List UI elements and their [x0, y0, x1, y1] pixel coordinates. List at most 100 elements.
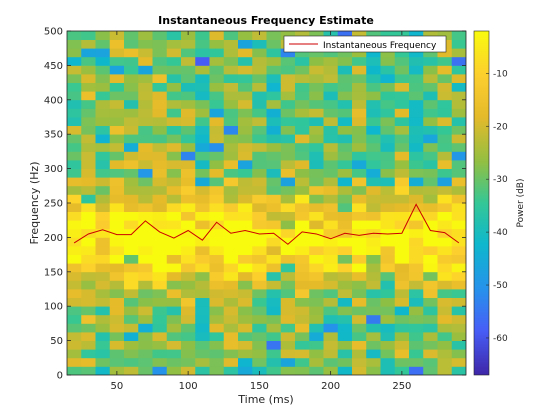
heatmap-cell — [95, 108, 111, 118]
heatmap-cell — [67, 160, 82, 169]
heatmap-cell — [337, 306, 353, 316]
heatmap-cell — [337, 203, 353, 212]
heatmap-cell — [67, 314, 82, 324]
heatmap-cell — [209, 48, 225, 58]
heatmap-cell — [323, 246, 339, 255]
heatmap-cell — [209, 280, 225, 290]
heatmap-cell — [451, 91, 466, 101]
heatmap-cell — [152, 332, 168, 341]
heatmap-cell — [366, 194, 381, 204]
heatmap-cell — [352, 349, 367, 359]
heatmap-cell — [380, 271, 396, 281]
heatmap-cell — [138, 48, 153, 58]
heatmap-cell — [394, 211, 410, 221]
heatmap-cell — [252, 289, 267, 298]
heatmap-cell — [223, 271, 239, 281]
heatmap-cell — [81, 151, 96, 161]
heatmap-cell — [409, 56, 424, 66]
heatmap-cell — [394, 220, 410, 230]
heatmap-cell — [380, 125, 396, 135]
heatmap-cell — [266, 314, 282, 324]
heatmap-cell — [451, 56, 466, 66]
heatmap-cell — [323, 82, 339, 92]
heatmap-cell — [309, 366, 324, 375]
heatmap-cell — [366, 168, 381, 178]
heatmap-cell — [295, 220, 310, 230]
heatmap-cell — [152, 357, 168, 367]
heatmap-cell — [266, 177, 282, 187]
heatmap-cell — [337, 125, 353, 135]
heatmap-cell — [295, 151, 310, 161]
y-tick-label: 300 — [44, 164, 63, 175]
heatmap-cell — [309, 82, 324, 92]
heatmap-cell — [437, 366, 453, 375]
heatmap-cell — [394, 177, 410, 187]
heatmap-cell — [423, 246, 438, 255]
heatmap-cell — [309, 91, 324, 101]
heatmap-cell — [124, 228, 139, 238]
heatmap-cell — [124, 177, 139, 187]
heatmap-cell — [437, 246, 453, 255]
heatmap-cell — [152, 289, 168, 298]
heatmap-cell — [352, 280, 367, 290]
heatmap-cell — [266, 254, 282, 264]
heatmap-cell — [366, 271, 381, 281]
heatmap-cell — [195, 48, 210, 58]
heatmap-cell — [295, 314, 310, 324]
heatmap-cell — [323, 314, 339, 324]
heatmap-cell — [380, 263, 396, 273]
heatmap-cell — [67, 194, 82, 204]
heatmap-cell — [67, 74, 82, 83]
heatmap-cell — [280, 168, 296, 178]
heatmap-cell — [81, 48, 96, 58]
heatmap-cell — [337, 91, 353, 101]
heatmap-cell — [337, 48, 353, 58]
heatmap-cell — [352, 211, 367, 221]
colorbar-ticks: -60 -50 -40 -30 -20 -10 — [486, 69, 508, 344]
heatmap-cell — [380, 246, 396, 255]
heatmap-cell — [67, 31, 82, 40]
heatmap-cell — [266, 74, 282, 83]
heatmap-cell — [266, 297, 282, 307]
heatmap-cell — [323, 228, 339, 238]
heatmap-cell — [423, 228, 438, 238]
x-tick-label: 100 — [179, 381, 198, 392]
heatmap-cell — [67, 177, 82, 187]
heatmap-cell — [138, 211, 153, 221]
y-tick-label: 0 — [57, 371, 63, 382]
heatmap-cell — [309, 289, 324, 298]
heatmap-cell — [309, 185, 324, 195]
heatmap-cell — [337, 56, 353, 66]
heatmap-cell — [280, 117, 296, 126]
heatmap-cell — [437, 117, 453, 126]
heatmap-cell — [409, 108, 424, 118]
heatmap-cell — [295, 211, 310, 221]
heatmap-cell — [124, 280, 139, 290]
heatmap-cell — [109, 74, 125, 83]
heatmap-cell — [423, 194, 438, 204]
heatmap-cell — [423, 168, 438, 178]
heatmap-cell — [451, 297, 466, 307]
heatmap-cell — [309, 314, 324, 324]
heatmap-cell — [209, 31, 225, 40]
heatmap-cell — [295, 280, 310, 290]
heatmap-cell — [124, 211, 139, 221]
heatmap-cell — [223, 48, 239, 58]
heatmap-cell — [323, 160, 339, 169]
heatmap-cell — [323, 289, 339, 298]
heatmap-cell — [152, 306, 168, 316]
heatmap-cell — [152, 211, 168, 221]
heatmap-cell — [309, 306, 324, 316]
heatmap-cell — [309, 48, 324, 58]
heatmap-cell — [124, 168, 139, 178]
heatmap-cell — [280, 151, 296, 161]
heatmap-cell — [437, 211, 453, 221]
heatmap-cell — [109, 228, 125, 238]
heatmap-cell — [309, 228, 324, 238]
heatmap-cell — [223, 74, 239, 83]
heatmap-cell — [252, 228, 267, 238]
heatmap-cell — [437, 168, 453, 178]
heatmap-cell — [337, 263, 353, 273]
heatmap-cell — [266, 203, 282, 212]
heatmap-cell — [423, 91, 438, 101]
